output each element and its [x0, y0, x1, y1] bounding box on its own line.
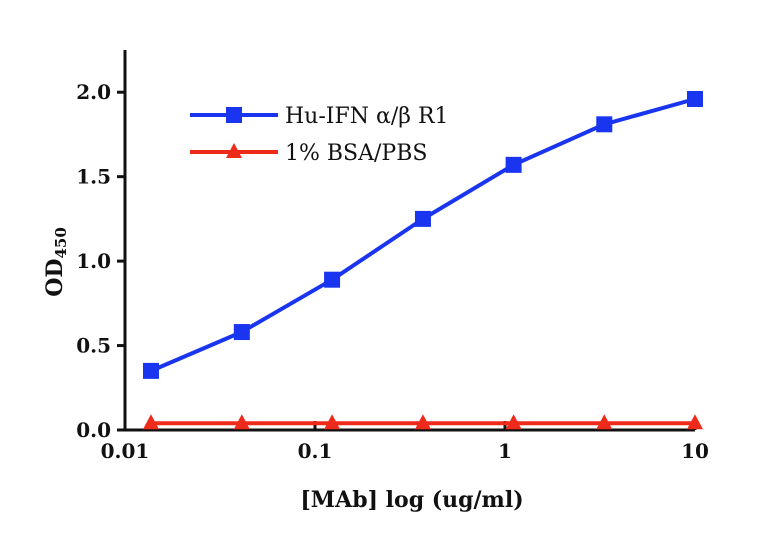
triangle-marker — [687, 414, 703, 430]
x-axis-title: [MAb] log (ug/ml) — [300, 487, 523, 513]
axis-ticks: 0.0 0.5 1.0 1.5 2.0 0.01 0.1 1 10 — [76, 80, 709, 463]
triangle-marker — [324, 414, 341, 430]
square-marker — [324, 271, 341, 288]
x-tick-label: 1 — [498, 439, 512, 463]
triangle-marker — [142, 414, 159, 430]
legend-item: 1% BSA/PBS — [190, 141, 427, 166]
data-series — [142, 90, 703, 430]
x-tick-label: 0.1 — [298, 439, 333, 463]
legend-marker — [226, 107, 242, 123]
y-axis-title-main: OD — [42, 259, 68, 297]
axes — [123, 50, 695, 432]
triangle-marker — [233, 414, 250, 430]
y-tick-label: 0.5 — [76, 334, 111, 358]
triangle-marker — [414, 414, 431, 430]
y-tick-label: 1.0 — [76, 249, 111, 273]
x-tick-label: 10 — [681, 439, 709, 463]
legend-label: 1% BSA/PBS — [285, 141, 427, 166]
legend-item: Hu-IFN α/β R1 — [190, 104, 449, 129]
y-axis-title-subscript: 450 — [52, 227, 70, 258]
square-marker — [142, 362, 159, 379]
square-marker — [596, 116, 613, 133]
y-axis-title: OD450 — [42, 227, 70, 297]
square-marker — [233, 324, 250, 341]
y-tick-label: 0.0 — [76, 418, 111, 442]
square-marker — [505, 156, 522, 173]
legend-label: Hu-IFN α/β R1 — [285, 104, 449, 129]
legend: Hu-IFN α/β R1 1% BSA/PBS — [190, 104, 449, 166]
triangle-marker — [596, 414, 613, 430]
series-line — [150, 97, 696, 373]
triangle-marker — [505, 414, 522, 430]
legend-marker — [226, 143, 242, 158]
square-marker — [414, 210, 431, 227]
x-tick-label: 0.01 — [101, 439, 150, 463]
square-marker — [687, 90, 703, 107]
y-tick-label: 1.5 — [76, 165, 111, 189]
series-2 — [142, 414, 703, 430]
y-tick-label: 2.0 — [76, 80, 111, 104]
series-1 — [142, 90, 703, 379]
